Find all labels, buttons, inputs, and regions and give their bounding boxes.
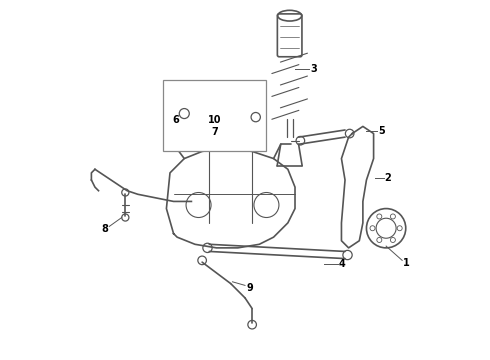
Text: 2: 2 bbox=[385, 173, 391, 183]
Text: 6: 6 bbox=[172, 115, 179, 125]
Bar bbox=[163, 80, 267, 152]
Text: 4: 4 bbox=[339, 259, 345, 269]
Text: 10: 10 bbox=[208, 115, 221, 125]
Text: 5: 5 bbox=[378, 126, 385, 136]
Text: 1: 1 bbox=[403, 258, 410, 268]
Text: 7: 7 bbox=[211, 127, 218, 137]
Text: 8: 8 bbox=[101, 224, 108, 234]
Text: 9: 9 bbox=[246, 283, 253, 293]
Text: 3: 3 bbox=[310, 64, 317, 74]
